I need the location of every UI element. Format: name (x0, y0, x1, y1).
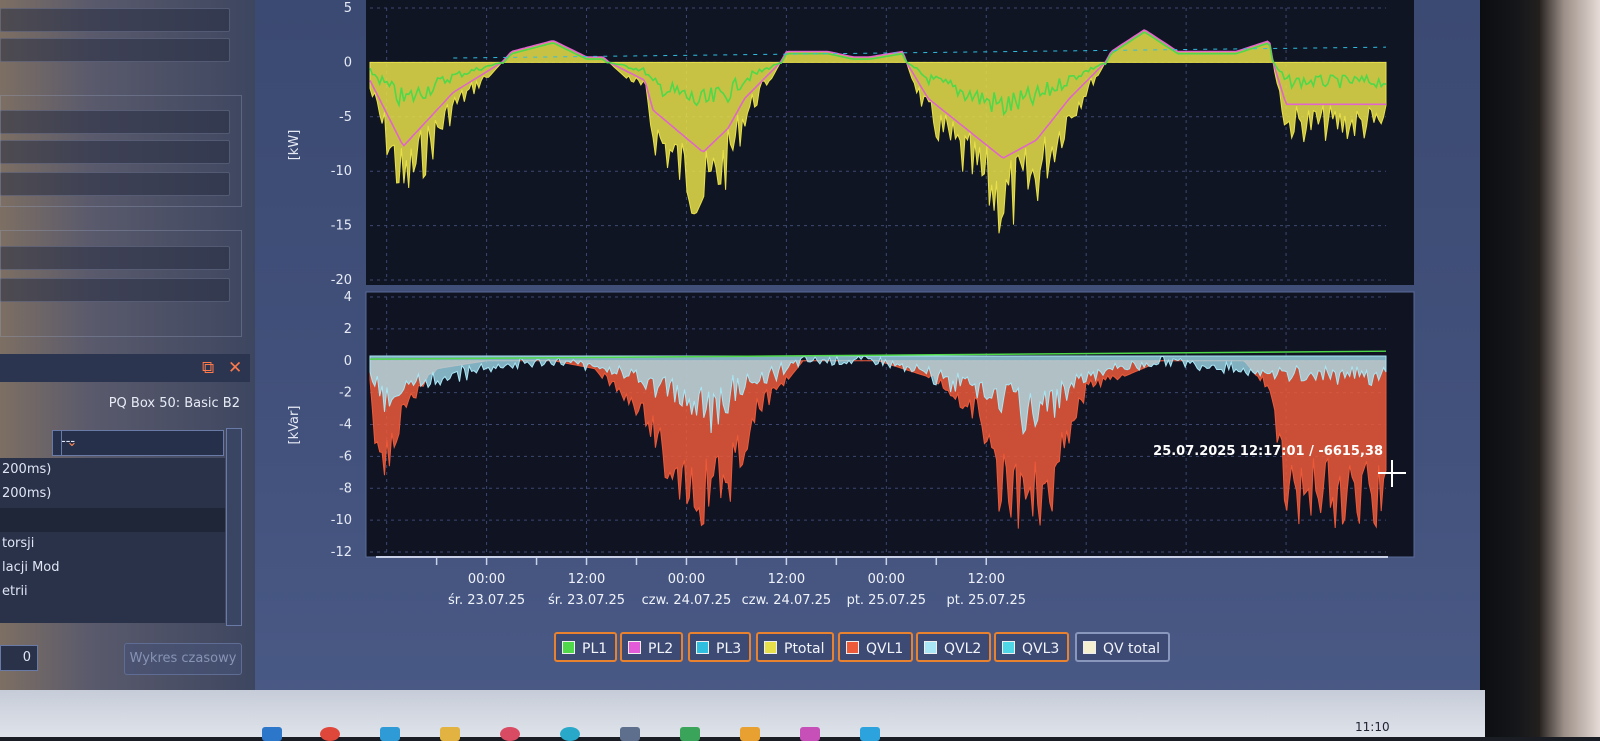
x-tick-date: czw. 24.07.25 (642, 593, 732, 608)
number-input[interactable]: 0 (0, 645, 38, 671)
x-tick-time: 12:00 (968, 572, 1005, 587)
legend-swatch (764, 641, 777, 654)
legend-item-pl2[interactable]: PL2 (620, 632, 684, 662)
close-icon[interactable]: ✕ (228, 358, 243, 378)
y-tick-label: -8 (339, 481, 352, 496)
panel-field[interactable] (0, 110, 230, 134)
background-edge (1540, 0, 1600, 737)
series-pl1 (369, 31, 1387, 117)
legend-swatch (696, 641, 709, 654)
restore-window-icon[interactable]: ⧉ (202, 358, 215, 378)
series-qv-total (369, 350, 1387, 360)
x-tick-time: 00:00 (468, 572, 505, 587)
x-tick-time: 00:00 (668, 572, 705, 587)
list-item-selected[interactable] (0, 508, 225, 532)
x-tick-date: śr. 23.07.25 (548, 593, 625, 608)
panel-field[interactable] (0, 38, 230, 62)
crosshair-cursor (1378, 460, 1406, 487)
legend-item-pl3[interactable]: PL3 (688, 632, 752, 662)
time-chart-button[interactable]: Wykres czasowy (124, 643, 242, 675)
y-tick-label: 5 (344, 1, 352, 16)
legend-swatch (846, 641, 859, 654)
panel-header: ⧉ ✕ (0, 354, 250, 382)
y-tick-label: 2 (344, 322, 352, 337)
x-tick-time: 12:00 (568, 572, 605, 587)
legend-item-qvl3[interactable]: QVL3 (994, 632, 1070, 662)
reactive-y-label: [kVar] (287, 406, 302, 445)
select-value: --- (61, 434, 76, 449)
x-tick-time: 00:00 (868, 572, 905, 587)
taskbar-app-icon[interactable] (262, 727, 282, 741)
legend-item-ptotal[interactable]: Ptotal (756, 632, 835, 662)
power-y-label: [kW] (287, 130, 302, 161)
gear-icon[interactable] (620, 727, 640, 741)
taskbar-app-icon[interactable] (380, 727, 400, 741)
list-item[interactable]: 200ms) (2, 462, 52, 477)
taskbar-app-icon[interactable] (740, 727, 760, 741)
y-tick-label: -20 (331, 273, 352, 288)
reactive-y-ticks: 4 2 0 -2 -4 -6 -8 -10 -12 (331, 290, 352, 560)
taskbar-app-icon[interactable] (860, 727, 880, 741)
taskbar-app-icon[interactable] (800, 727, 820, 741)
chevron-down-icon[interactable]: ⌄ (61, 431, 82, 455)
channel-select[interactable]: --- ⌄ (52, 430, 224, 456)
folder-icon[interactable] (440, 727, 460, 741)
y-tick-label: 4 (344, 290, 352, 305)
list-item[interactable]: 200ms) (2, 486, 52, 501)
x-axis-ticks: 00:00 śr. 23.07.25 12:00 śr. 23.07.25 00:00 c… (376, 556, 1388, 608)
x-tick-date: czw. 24.07.25 (742, 593, 832, 608)
power-series (369, 29, 1387, 234)
series-pl2 (369, 29, 1386, 159)
x-tick-date: śr. 23.07.25 (448, 593, 525, 608)
panel-field[interactable] (0, 8, 230, 32)
panel-field[interactable] (0, 140, 230, 164)
panel-field[interactable] (0, 278, 230, 302)
power-y-ticks: 5 0 -5 -10 -15 -20 (331, 1, 352, 288)
legend-swatch (1083, 641, 1096, 654)
y-tick-label: -10 (331, 164, 352, 179)
legend-swatch (1002, 641, 1015, 654)
list-item[interactable]: torsji (2, 536, 35, 551)
taskbar-clock: 11:10 (1355, 720, 1390, 734)
taskbar-app-icon[interactable] (560, 727, 580, 741)
browser-icon[interactable] (320, 727, 340, 741)
x-tick-date: pt. 25.07.25 (847, 593, 927, 608)
series-qvl2 (369, 354, 1387, 436)
list-scrollbar[interactable] (226, 428, 242, 626)
y-tick-label: -4 (339, 418, 352, 433)
reactive-series (369, 350, 1387, 529)
legend-item-qvl2[interactable]: QVL2 (916, 632, 992, 662)
legend-item-qvl1[interactable]: QVL1 (838, 632, 914, 662)
legend-swatch (562, 641, 575, 654)
legend-item-qv-total[interactable]: QV total (1075, 632, 1171, 662)
y-tick-label: -2 (339, 386, 352, 401)
list-item[interactable]: lacji Mod (2, 560, 60, 575)
chart-area: 5 0 -5 -10 -15 -20 4 2 0 -2 -4 -6 -8 -10 -12 00:00 śr.… (287, 0, 1415, 608)
y-tick-label: -15 (331, 219, 352, 234)
y-tick-label: -6 (339, 449, 352, 464)
legend-swatch (924, 641, 937, 654)
taskbar-app-icon[interactable] (680, 727, 700, 741)
legend-swatch (628, 641, 641, 654)
panel-field[interactable] (0, 172, 230, 196)
y-tick-label: -5 (339, 110, 352, 125)
y-tick-label: -10 (331, 513, 352, 528)
list-item[interactable]: etrii (2, 584, 28, 599)
device-label: PQ Box 50: Basic B2 (108, 396, 240, 411)
power-plot-background (366, 0, 1414, 285)
y-tick-label: -12 (331, 545, 352, 560)
cursor-annotation: 25.07.2025 12:17:01 / -6615,38 (1153, 444, 1383, 459)
taskbar-app-icon[interactable] (500, 727, 520, 741)
y-tick-label: 0 (344, 55, 352, 70)
x-tick-date: pt. 25.07.25 (947, 593, 1027, 608)
x-tick-time: 12:00 (768, 572, 805, 587)
measurement-list: 200ms) 200ms) torsji lacji Mod etrii (0, 458, 225, 623)
legend-item-pl1[interactable]: PL1 (554, 632, 618, 662)
y-tick-label: 0 (344, 354, 352, 369)
panel-field[interactable] (0, 246, 230, 270)
